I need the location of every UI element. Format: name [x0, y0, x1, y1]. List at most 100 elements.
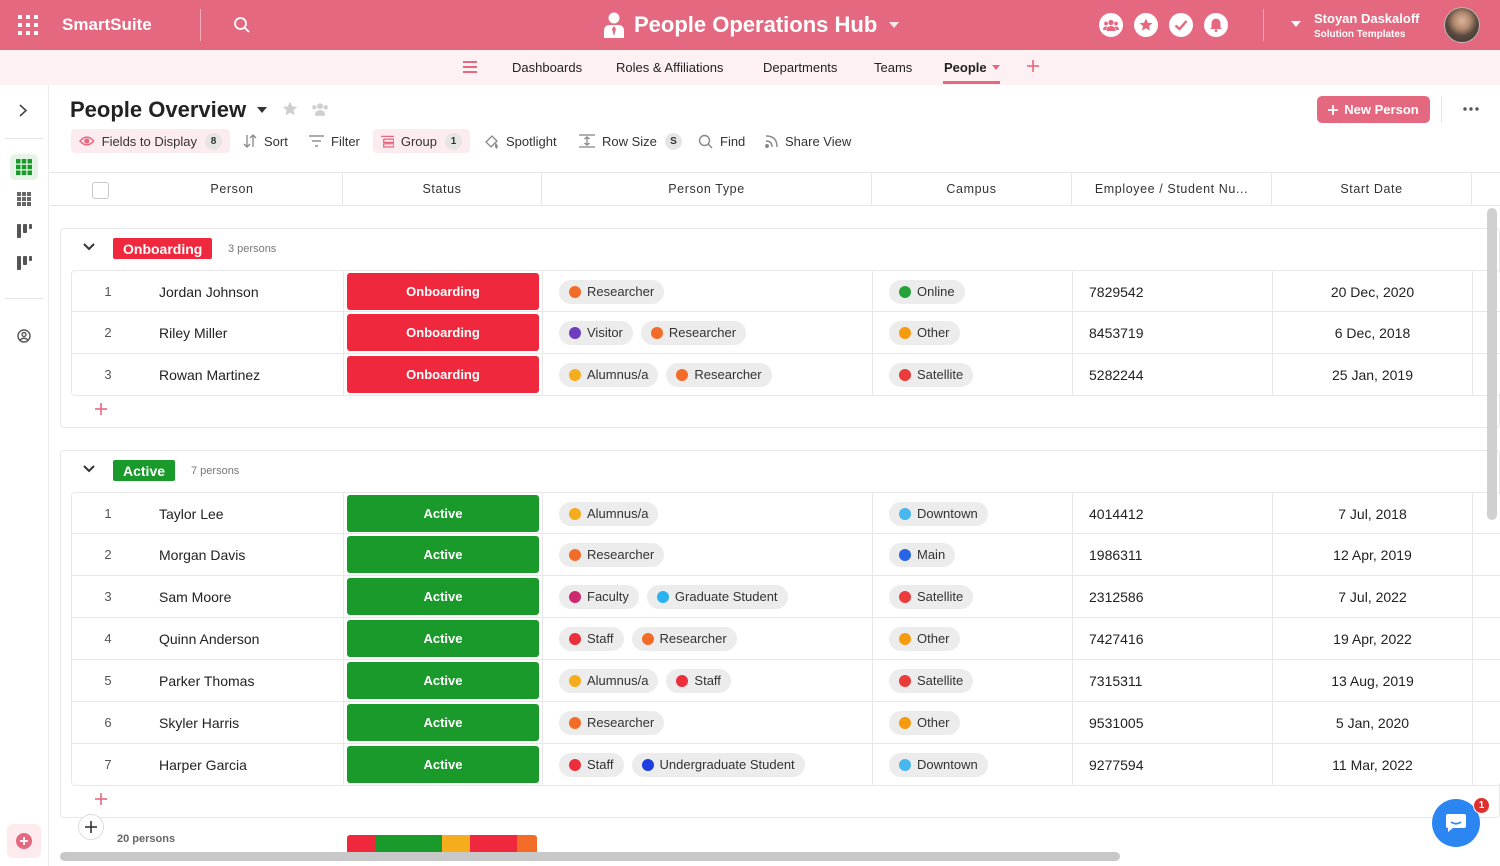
collapse-group-icon[interactable] — [83, 465, 95, 473]
campus-cell[interactable]: Downtown — [873, 493, 1073, 534]
solution-title[interactable]: People Operations Hub — [603, 11, 900, 39]
start-date-cell[interactable]: 7 Jul, 2022 — [1273, 576, 1473, 617]
members-icon[interactable] — [1099, 13, 1123, 37]
campus-cell[interactable]: Downtown — [873, 744, 1073, 785]
column-header-person[interactable]: Person — [122, 173, 343, 205]
add-view-button[interactable] — [7, 824, 41, 858]
row-size-button[interactable]: Row Size S — [579, 129, 682, 153]
campus-cell[interactable]: Online — [873, 271, 1073, 312]
share-view-button[interactable]: Share View — [765, 129, 851, 153]
brand-logo[interactable]: SmartSuite — [62, 15, 152, 34]
bell-icon[interactable] — [1204, 13, 1228, 37]
column-header-person-type[interactable]: Person Type — [542, 173, 872, 205]
person-name-cell[interactable]: Sam Moore — [144, 576, 344, 617]
horizontal-scrollbar[interactable] — [60, 852, 1120, 861]
table-row[interactable]: 7 Harper Garcia Active Staff Undergraduate S… — [71, 744, 1500, 786]
person-name-cell[interactable]: Morgan Davis — [144, 534, 344, 575]
person-type-cell[interactable]: Alumnus/a — [543, 493, 873, 534]
apps-grid-icon[interactable] — [18, 15, 38, 35]
status-cell[interactable]: Active — [344, 618, 543, 659]
select-all-checkbox[interactable] — [92, 182, 109, 199]
employee-number-cell[interactable]: 2312586 — [1073, 576, 1273, 617]
campus-cell[interactable]: Other — [873, 312, 1073, 353]
star-icon[interactable] — [1134, 13, 1158, 37]
grid-view-icon[interactable] — [16, 159, 32, 175]
table-row[interactable]: 1 Taylor Lee Active Alumnus/a Downtown 401441… — [71, 492, 1500, 534]
sort-button[interactable]: Sort — [243, 129, 288, 153]
campus-cell[interactable]: Satellite — [873, 576, 1073, 617]
column-header-campus[interactable]: Campus — [872, 173, 1072, 205]
campus-cell[interactable]: Satellite — [873, 354, 1073, 395]
start-date-cell[interactable]: 6 Dec, 2018 — [1273, 312, 1473, 353]
column-header-employee-number[interactable]: Employee / Student Nu... — [1072, 173, 1272, 205]
status-cell[interactable]: Active — [344, 660, 543, 701]
employee-number-cell[interactable]: 4014412 — [1073, 493, 1273, 534]
user-name[interactable]: Stoyan Daskaloff — [1314, 11, 1420, 26]
collapse-group-icon[interactable] — [83, 243, 95, 251]
campus-cell[interactable]: Other — [873, 702, 1073, 743]
start-date-cell[interactable]: 7 Jul, 2018 — [1273, 493, 1473, 534]
person-name-cell[interactable]: Quinn Anderson — [144, 618, 344, 659]
person-type-cell[interactable]: Faculty Graduate Student — [543, 576, 873, 617]
person-type-cell[interactable]: Alumnus/a Researcher — [543, 354, 873, 395]
tab-people[interactable]: People — [944, 60, 1000, 75]
person-type-cell[interactable]: Researcher — [543, 271, 873, 312]
employee-number-cell[interactable]: 7829542 — [1073, 271, 1273, 312]
table-row[interactable]: 5 Parker Thomas Active Alumnus/a Staff Satell… — [71, 660, 1500, 702]
person-type-cell[interactable]: Staff Undergraduate Student — [543, 744, 873, 785]
employee-number-cell[interactable]: 8453719 — [1073, 312, 1273, 353]
status-cell[interactable]: Active — [344, 744, 543, 785]
kanban-view-icon[interactable] — [17, 224, 32, 238]
table-row[interactable]: 3 Sam Moore Active Faculty Graduate Student S… — [71, 576, 1500, 618]
person-name-cell[interactable]: Rowan Martinez — [144, 354, 344, 395]
view-menu-chevron-icon[interactable] — [257, 107, 267, 113]
person-name-cell[interactable]: Parker Thomas — [144, 660, 344, 701]
person-type-cell[interactable]: Alumnus/a Staff — [543, 660, 873, 701]
status-cell[interactable]: Onboarding — [344, 312, 543, 353]
status-cell[interactable]: Active — [344, 493, 543, 534]
chat-support-button[interactable] — [1432, 799, 1480, 847]
column-header-status[interactable]: Status — [343, 173, 542, 205]
start-date-cell[interactable]: 5 Jan, 2020 — [1273, 702, 1473, 743]
group-button[interactable]: Group 1 — [373, 129, 470, 153]
person-name-cell[interactable]: Jordan Johnson — [144, 271, 344, 312]
start-date-cell[interactable]: 20 Dec, 2020 — [1273, 271, 1473, 312]
search-icon[interactable] — [233, 16, 251, 34]
tab-dashboards[interactable]: Dashboards — [512, 60, 583, 75]
status-cell[interactable]: Active — [344, 576, 543, 617]
add-group-button[interactable] — [78, 814, 104, 840]
campus-cell[interactable]: Main — [873, 534, 1073, 575]
campus-cell[interactable]: Satellite — [873, 660, 1073, 701]
person-type-cell[interactable]: Visitor Researcher — [543, 312, 873, 353]
kanban-view-icon[interactable] — [17, 256, 32, 270]
grid-view-icon[interactable] — [17, 192, 31, 206]
spotlight-button[interactable]: Spotlight — [484, 129, 557, 153]
filter-button[interactable]: Filter — [309, 129, 360, 153]
tab-departments[interactable]: Departments — [763, 60, 838, 75]
add-record-icon[interactable] — [95, 403, 107, 415]
new-person-button[interactable]: New Person — [1317, 96, 1430, 123]
table-row[interactable]: 2 Riley Miller Onboarding Visitor Researcher… — [71, 312, 1500, 354]
add-tab-icon[interactable] — [1027, 60, 1039, 72]
expand-sidebar-icon[interactable] — [19, 104, 27, 117]
status-cell[interactable]: Active — [344, 702, 543, 743]
person-name-cell[interactable]: Skyler Harris — [144, 702, 344, 743]
avatar[interactable] — [1444, 7, 1480, 43]
chevron-down-icon[interactable] — [1291, 21, 1301, 27]
vertical-scrollbar[interactable] — [1487, 208, 1497, 520]
check-icon[interactable] — [1169, 13, 1193, 37]
person-name-cell[interactable]: Riley Miller — [144, 312, 344, 353]
employee-number-cell[interactable]: 7427416 — [1073, 618, 1273, 659]
campus-cell[interactable]: Other — [873, 618, 1073, 659]
start-date-cell[interactable]: 19 Apr, 2022 — [1273, 618, 1473, 659]
person-name-cell[interactable]: Harper Garcia — [144, 744, 344, 785]
start-date-cell[interactable]: 12 Apr, 2019 — [1273, 534, 1473, 575]
user-circle-icon[interactable] — [17, 329, 31, 343]
tab-teams[interactable]: Teams — [874, 60, 913, 75]
members-icon[interactable] — [311, 101, 329, 117]
employee-number-cell[interactable]: 9277594 — [1073, 744, 1273, 785]
status-cell[interactable]: Active — [344, 534, 543, 575]
chevron-down-icon[interactable] — [889, 22, 900, 28]
find-button[interactable]: Find — [698, 129, 745, 153]
table-row[interactable]: 3 Rowan Martinez Onboarding Alumnus/a Resear… — [71, 354, 1500, 396]
